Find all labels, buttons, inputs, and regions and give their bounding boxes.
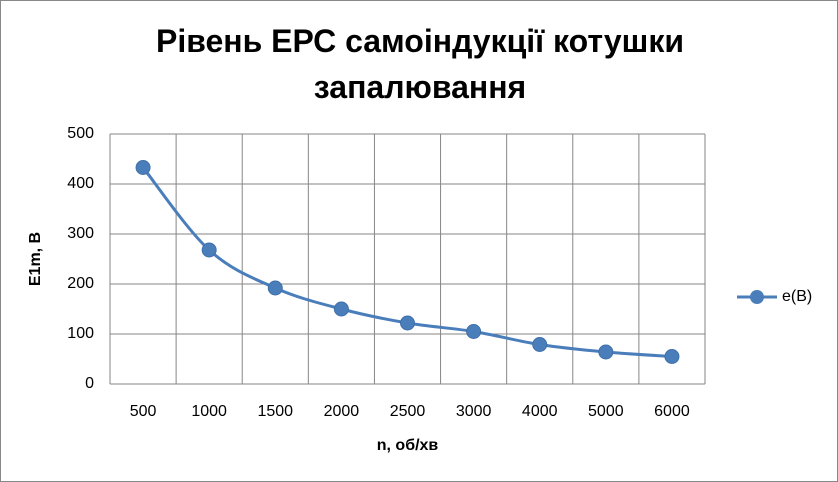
y-tick-label: 400 xyxy=(67,175,94,192)
x-tick-label: 3000 xyxy=(456,403,492,420)
y-tick-label: 0 xyxy=(85,375,94,392)
chart-title: Рівень ЕРС самоіндукції котушки запалюва… xyxy=(156,23,684,105)
data-point xyxy=(532,337,548,352)
legend-label: e(В) xyxy=(782,288,812,305)
y-tick-label: 100 xyxy=(67,325,94,342)
x-tick-label: 2000 xyxy=(324,403,360,420)
y-tick-label: 300 xyxy=(67,225,94,242)
y-tick-label: 200 xyxy=(67,275,94,292)
x-tick-label: 1000 xyxy=(191,403,227,420)
data-point xyxy=(135,160,151,175)
data-point xyxy=(400,315,415,331)
x-tick-label: 2500 xyxy=(390,403,426,420)
x-tick-label: 1500 xyxy=(257,403,293,420)
y-axis-label: E1m, В xyxy=(27,232,44,286)
x-tick-label: 6000 xyxy=(654,403,690,420)
data-point xyxy=(664,349,680,364)
data-point xyxy=(598,344,614,360)
x-axis-label: n, об/хв xyxy=(377,437,439,454)
data-point xyxy=(201,242,217,258)
x-tick-label: 5000 xyxy=(588,403,624,420)
data-point xyxy=(466,324,482,339)
data-point xyxy=(267,280,283,296)
y-tick-label: 500 xyxy=(67,125,94,142)
data-point xyxy=(333,301,349,317)
legend-marker xyxy=(750,290,764,304)
x-tick-label: 4000 xyxy=(522,403,558,420)
x-tick-label: 500 xyxy=(130,403,157,420)
